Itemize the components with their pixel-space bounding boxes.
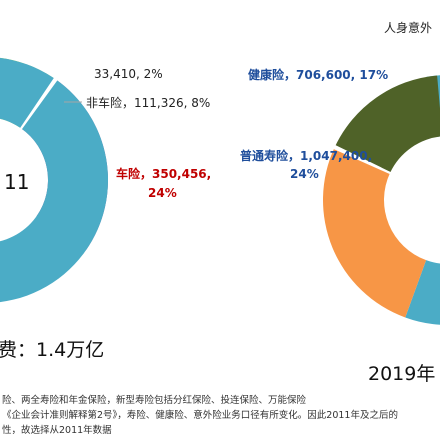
slice-separator [332, 144, 392, 175]
slice-separator [19, 77, 58, 130]
slice-life [322, 147, 427, 318]
left-slice-label-non-auto: 非车险，111,326, 8% [86, 95, 210, 110]
footnote-line-1: 险、两全寿险和年金保险，新型寿险包括分红保险、投连保险、万能保险 [2, 394, 307, 406]
left-slice-label-2pct: 33,410, 2% [94, 67, 163, 81]
right-slice-label-accident: 人身意外 [384, 20, 432, 35]
right-slice-label-health: 健康险，706,600, 17% [248, 67, 388, 82]
footnote-line-3: 性，故选择从2011年数据 [2, 424, 112, 436]
left-total-label: 费：1.4万亿 [0, 339, 104, 361]
left-slice-label-auto: 车险，350,456, [116, 166, 211, 181]
left-center-label: 11 [4, 170, 29, 194]
left-slice-label-auto-pct: 24% [148, 186, 177, 200]
left-donut: 11 33,410, 2% 非车险，111,326, 8% 车险，350,456… [0, 57, 211, 361]
slice-health [334, 75, 440, 173]
right-slice-label-life: 普通寿险，1,047,400, [240, 148, 372, 163]
footnotes: 险、两全寿险和年金保险，新型寿险包括分红保险、投连保险、万能保险 《企业会计准则… [2, 394, 398, 436]
footnote-line-2: 《企业会计准则解释第2号》，寿险、健康险、意外险业务口径有所变化。因此2011年… [2, 409, 398, 421]
right-slice-label-life-pct: 24% [290, 167, 319, 181]
slice-accident [405, 75, 440, 325]
right-center-label: 2019年 [368, 363, 435, 385]
right-donut: 人身意外 健康险，706,600, 17% 普通寿险，1,047,400, 24… [240, 20, 440, 385]
